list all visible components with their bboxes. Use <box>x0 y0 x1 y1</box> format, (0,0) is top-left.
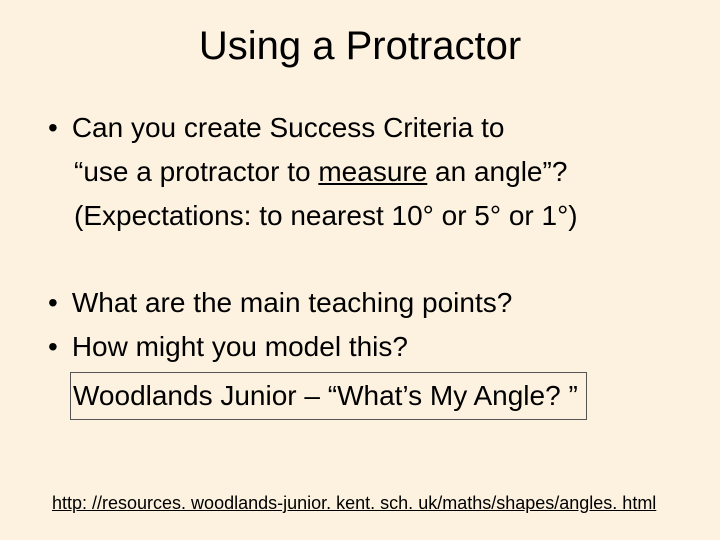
footer-link[interactable]: http: //resources. woodlands-junior. ken… <box>52 493 656 514</box>
bullet-1-line2: “use a protractor to measure an angle”? <box>36 153 680 191</box>
boxed-text: Woodlands Junior – “What’s My Angle? ” <box>70 372 587 420</box>
bullet-1-line2a: “use a protractor to <box>74 156 318 187</box>
bullet-1-underlined: measure <box>318 156 427 187</box>
slide-title: Using a Protractor <box>0 0 720 109</box>
bullet-list: Can you create Success Criteria to <box>36 109 680 147</box>
slide-body: Can you create Success Criteria to “use … <box>0 109 720 420</box>
bullet-1-line2b: an angle”? <box>427 156 567 187</box>
bullet-1-line3: (Expectations: to nearest 10° or 5° or 1… <box>36 197 680 235</box>
bullet-2: What are the main teaching points? <box>36 284 680 322</box>
bullet-list-2: What are the main teaching points? How m… <box>36 284 680 366</box>
bullet-1: Can you create Success Criteria to <box>36 109 680 147</box>
spacer <box>36 240 680 284</box>
bullet-3: How might you model this? <box>36 328 680 366</box>
